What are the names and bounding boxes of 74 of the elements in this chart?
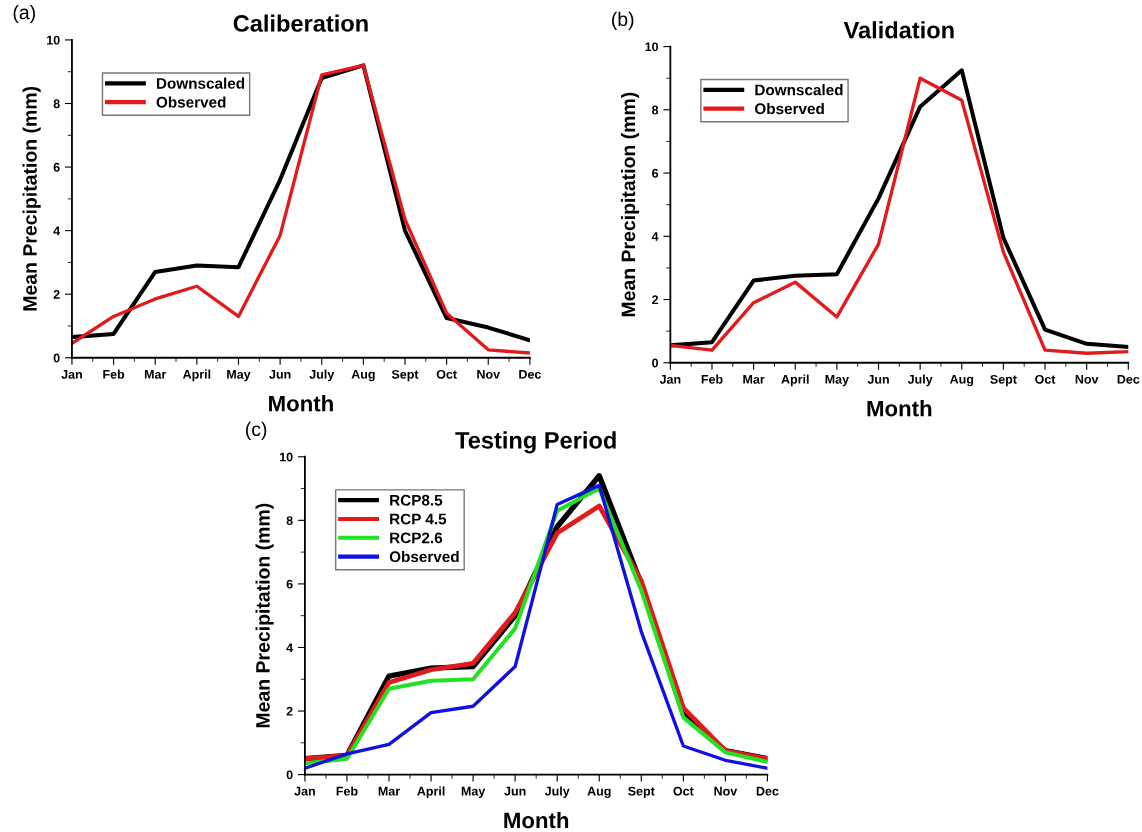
text: (a)	[13, 4, 35, 24]
y-tick-label: 10	[47, 35, 60, 45]
y-tick-label: 0	[286, 770, 293, 780]
chart-title: Testing Period	[455, 431, 616, 454]
x-tick-label: Sept	[990, 374, 1017, 387]
y-tick-label: 6	[53, 162, 60, 172]
x-tick-label: Jan	[294, 786, 315, 796]
x-tick-label: May	[461, 786, 486, 799]
x-tick-label: Oct	[436, 369, 457, 379]
y-tick-label: 2	[652, 295, 659, 305]
x-tick-label: Jan	[61, 370, 82, 379]
y-tick-label: 0	[53, 353, 60, 363]
legend-label: Downscaled	[755, 84, 843, 96]
x-tick-label: Jun	[504, 786, 526, 796]
x-tick-label: July	[309, 369, 335, 382]
x-tick-label: Feb	[701, 374, 723, 384]
x-tick-label: Jun	[269, 370, 291, 379]
x-tick-label: Mar	[743, 375, 765, 384]
y-axis-title: Mean Precipitation (mm)	[620, 92, 640, 317]
legend-label: Observed	[156, 96, 226, 108]
x-tick-label: April	[781, 374, 809, 387]
x-tick-label: Feb	[103, 369, 125, 379]
y-axis-title: Mean Precipitation (mm)	[255, 503, 274, 728]
x-tick-label: Feb	[336, 786, 358, 796]
x-axis-title: Month	[269, 395, 333, 412]
x-tick-label: Nov	[477, 370, 501, 379]
x-tick-label: Nov	[714, 786, 738, 796]
x-tick-label: Sept	[628, 786, 655, 799]
y-axis-title: Mean Precipitation (mm)	[22, 86, 41, 311]
x-tick-label: Jan	[659, 375, 681, 384]
x-tick-label: April	[182, 369, 211, 382]
x-tick-label: Aug	[351, 369, 375, 382]
text: (b)	[612, 11, 634, 30]
y-tick-label: 8	[286, 516, 293, 525]
x-tick-label: Dec	[519, 370, 541, 379]
x-tick-label: Dec	[1117, 375, 1140, 384]
x-tick-label: Dec	[756, 786, 779, 796]
legend-label: Downscaled	[156, 77, 245, 89]
chart-title: Validation	[843, 21, 954, 39]
x-tick-label: Oct	[1035, 374, 1056, 384]
legend-label: Observed	[754, 102, 824, 115]
x-tick-label: July	[544, 786, 570, 799]
x-tick-label: Sept	[391, 369, 419, 382]
text: (c)	[245, 421, 267, 440]
legend-label: RCP 4.5	[390, 513, 447, 525]
y-tick-label: 2	[286, 706, 293, 716]
x-axis-title: Month	[867, 400, 932, 417]
x-tick-label: May	[825, 375, 849, 387]
y-tick-label: 0	[652, 358, 659, 368]
x-tick-label: Aug	[949, 374, 974, 387]
y-tick-label: 4	[286, 643, 294, 652]
y-tick-label: 6	[652, 168, 659, 178]
legend-label: RCP2.6	[390, 532, 443, 544]
legend-label: Observed	[389, 550, 459, 563]
x-tick-label: Jun	[867, 375, 889, 384]
x-tick-label: Aug	[587, 786, 611, 799]
x-tick-label: Nov	[1075, 375, 1099, 384]
x-tick-label: July	[907, 374, 933, 387]
y-tick-label: 6	[286, 579, 293, 589]
x-tick-label: Oct	[673, 786, 694, 796]
x-tick-label: Mar	[144, 370, 167, 379]
y-tick-label: 2	[53, 290, 60, 299]
legend-label: RCP8.5	[390, 494, 443, 506]
x-axis-title: Month	[504, 811, 569, 829]
y-tick-label: 4	[53, 226, 61, 236]
y-tick-label: 4	[651, 232, 659, 241]
y-tick-label: 10	[279, 452, 293, 462]
y-tick-label: 8	[651, 105, 659, 115]
x-tick-label: April	[417, 786, 445, 799]
y-tick-label: 10	[645, 42, 659, 52]
y-tick-label: 8	[53, 99, 60, 109]
chart-title: Caliberation	[233, 14, 368, 32]
x-tick-label: Mar	[378, 786, 400, 796]
x-tick-label: May	[227, 370, 251, 382]
